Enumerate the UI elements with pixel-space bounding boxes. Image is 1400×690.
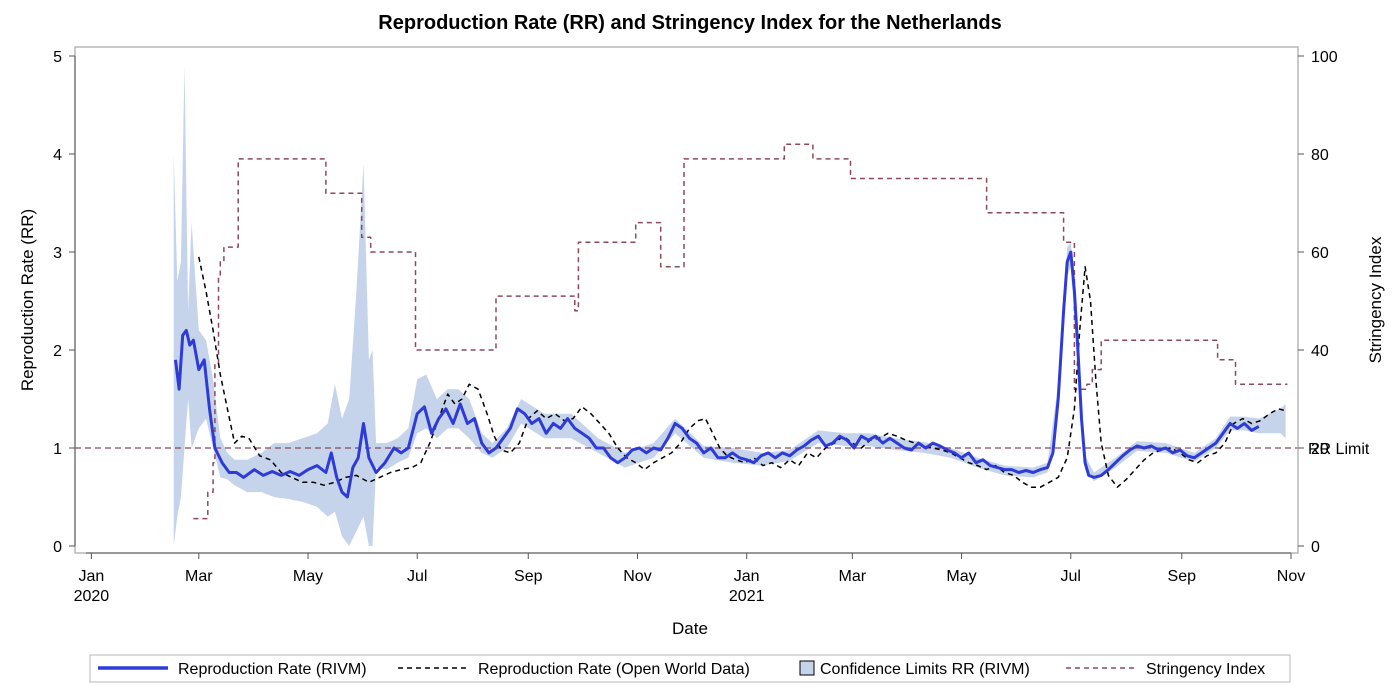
x-tick-label: Jan — [734, 568, 760, 585]
x-axis-label: Date — [672, 619, 708, 638]
chart-title: Reproduction Rate (RR) and Stringency In… — [378, 12, 1001, 34]
x-tick-year-label: 2020 — [74, 588, 110, 605]
series-line-owd — [198, 256, 1286, 488]
x-tick-label: Nov — [623, 568, 651, 585]
y2-tick-label: 40 — [1311, 343, 1329, 360]
y2-tick-label: 80 — [1311, 147, 1329, 164]
x-tick-year-label: 2021 — [729, 588, 765, 605]
legend-frame — [89, 654, 1291, 683]
legend-label-owd: Reproduction Rate (Open World Data) — [478, 661, 750, 678]
x-tick-label: May — [293, 568, 323, 585]
x-tick-label: May — [946, 568, 976, 585]
series-confidence-band — [173, 65, 1286, 547]
y2-tick-label: 100 — [1311, 49, 1338, 66]
y2-tick-label: 20 — [1311, 441, 1329, 458]
legend-label-stringency: Stringency Index — [1146, 661, 1265, 678]
x-tick-label: Nov — [1277, 568, 1305, 585]
x-tick-label: Mar — [839, 568, 867, 585]
series-layer — [174, 143, 1288, 520]
rr-limit-label: RR Limit — [1308, 441, 1370, 458]
y-tick-label: 1 — [53, 441, 62, 458]
x-tick-label: Jul — [407, 568, 427, 585]
x-tick-label: Jan — [78, 568, 104, 585]
y-tick-label: 0 — [53, 539, 62, 556]
x-tick-label: Mar — [185, 568, 213, 585]
right-axis: 0 20 40 60 80 100 — [1298, 49, 1338, 556]
legend-swatch-confidence — [799, 660, 815, 676]
legend-label-confidence: Confidence Limits RR (RIVM) — [820, 661, 1030, 678]
y2-tick-label: 0 — [1311, 539, 1320, 556]
bottom-axis: Jan 2020 Mar May Jul Sep Nov Jan 2021 Mar May Jul Se… — [74, 552, 1305, 605]
y-axis-label: Reproduction Rate (RR) — [18, 209, 37, 391]
confidence-band-layer — [173, 65, 1286, 547]
y-tick-label: 2 — [53, 343, 62, 360]
legend: Reproduction Rate (RIVM) Reproduction Ra… — [89, 654, 1291, 683]
x-tick-label: Sep — [1168, 568, 1197, 585]
x-tick-label: Sep — [514, 568, 543, 585]
series-line-stringency — [193, 143, 1288, 520]
y2-axis-label: Stringency Index — [1366, 236, 1385, 363]
y2-tick-label: 60 — [1311, 245, 1329, 262]
y-tick-label: 5 — [53, 49, 62, 66]
y-tick-label: 3 — [53, 245, 62, 262]
legend-label-rivm: Reproduction Rate (RIVM) — [178, 661, 367, 678]
y-tick-label: 4 — [53, 147, 62, 164]
x-tick-label: Jul — [1061, 568, 1081, 585]
left-axis: 0 1 2 3 4 5 — [53, 49, 76, 556]
series-line-rivm — [174, 250, 1260, 499]
